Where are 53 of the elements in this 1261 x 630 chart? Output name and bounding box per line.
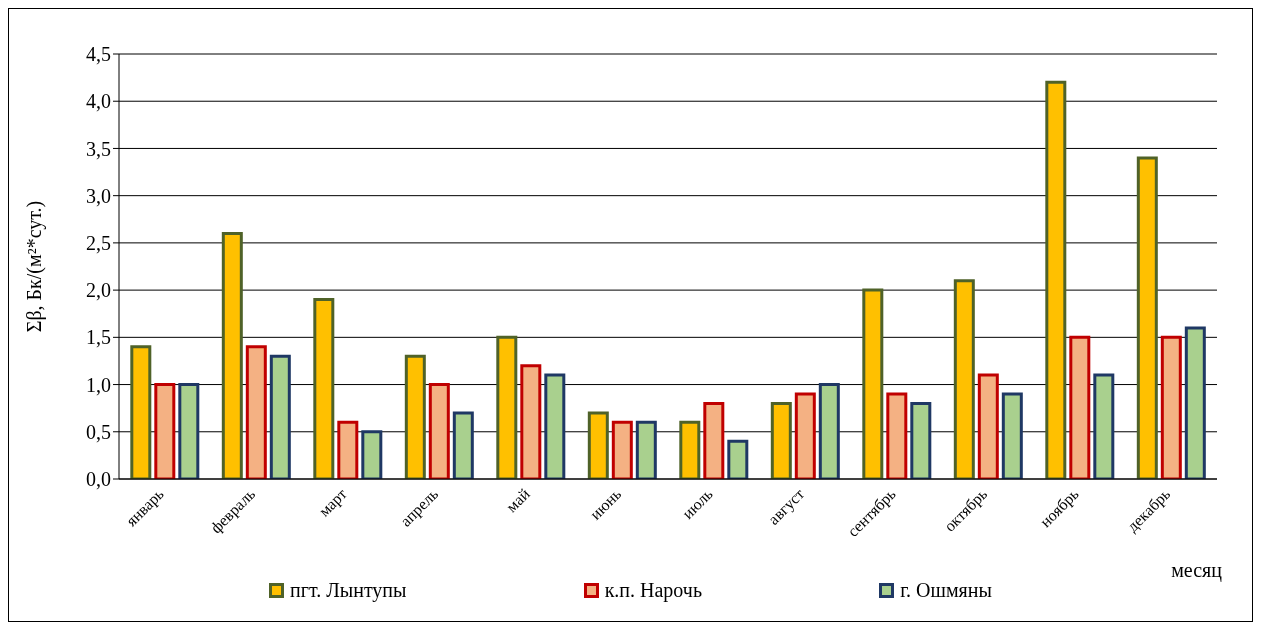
bar — [635, 420, 657, 479]
legend-label: к.п. Нарочь — [604, 579, 703, 602]
y-tick-label: 0,0 — [86, 468, 111, 491]
bar — [679, 420, 701, 479]
y-tick-label: 4,5 — [86, 43, 111, 66]
bar — [611, 420, 633, 479]
bar — [245, 345, 267, 479]
bar — [178, 383, 200, 479]
bar — [953, 279, 975, 479]
y-tick-label: 0,5 — [86, 420, 111, 443]
bar — [544, 373, 566, 479]
bar — [428, 383, 450, 479]
bar — [404, 354, 426, 479]
bar — [1136, 156, 1158, 479]
bar — [818, 383, 840, 479]
bar — [361, 430, 383, 479]
legend-label: г. Ошмяны — [900, 579, 992, 602]
bar — [154, 383, 176, 479]
bar — [452, 411, 474, 479]
y-tick-label: 3,0 — [86, 184, 111, 207]
bar — [910, 401, 932, 479]
x-tick-label: май — [502, 484, 534, 516]
bar — [587, 411, 609, 479]
bar — [727, 439, 749, 479]
y-tick-label: 3,5 — [86, 137, 111, 160]
bar — [520, 364, 542, 479]
bar — [269, 354, 291, 479]
bar — [1045, 80, 1067, 479]
y-tick-label: 1,0 — [86, 373, 111, 396]
x-tick-label: март — [315, 485, 351, 521]
bar — [1093, 373, 1115, 479]
y-tick-label: 2,0 — [86, 279, 111, 302]
bar — [1069, 335, 1091, 479]
bar — [886, 392, 908, 479]
bar — [770, 401, 792, 479]
legend-label: пгт. Лынтупы — [290, 579, 407, 602]
bar — [221, 231, 243, 479]
bar — [130, 345, 152, 479]
bar — [496, 335, 518, 479]
bar — [313, 298, 335, 479]
y-tick-label: 1,5 — [86, 326, 111, 349]
bar — [703, 401, 725, 479]
bar — [1001, 392, 1023, 479]
bar — [977, 373, 999, 479]
y-axis-title: Σβ, Бк/(м²*сут.) — [23, 200, 47, 333]
bar — [1160, 335, 1182, 479]
bar — [1184, 326, 1206, 479]
bar — [862, 288, 884, 479]
bar — [794, 392, 816, 479]
x-axis-title: месяц — [1171, 558, 1222, 583]
y-tick-label: 2,5 — [86, 231, 111, 254]
y-tick-label: 4,0 — [86, 90, 111, 113]
bar — [337, 420, 359, 479]
